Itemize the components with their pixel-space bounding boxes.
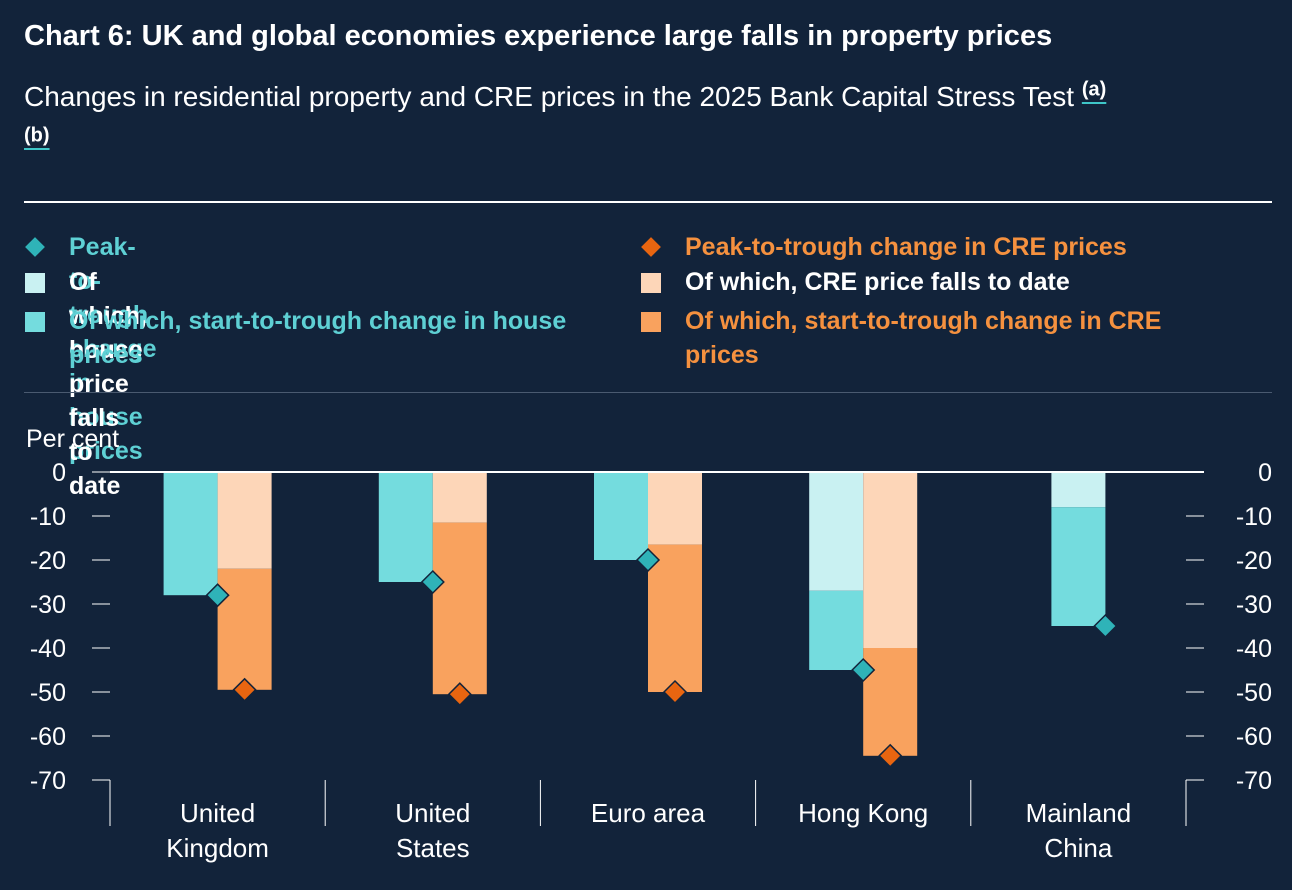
y-tick-label-right: -20 bbox=[1236, 547, 1272, 575]
legend-swatch bbox=[25, 273, 45, 293]
chart-subtitle: Changes in residential property and CRE … bbox=[24, 74, 1274, 166]
x-category-label-line: United bbox=[395, 798, 470, 828]
cre-to-date-bar bbox=[217, 472, 272, 569]
house-to-date-bar bbox=[1051, 472, 1106, 508]
y-tick-label-left: -20 bbox=[30, 547, 66, 575]
legend-rule bbox=[24, 392, 1272, 393]
footnote-a[interactable]: (a) bbox=[1082, 79, 1106, 101]
cre-start-to-trough-bar bbox=[863, 648, 918, 756]
cre-peak-marker bbox=[878, 743, 903, 768]
x-category-label: Mainland China bbox=[1026, 798, 1132, 863]
y-tick-label-left: -50 bbox=[30, 679, 66, 707]
y-tick-label-left: -30 bbox=[30, 591, 66, 619]
chart-title: Chart 6: UK and global economies experie… bbox=[24, 20, 1053, 52]
legend-swatch bbox=[641, 273, 661, 293]
x-category-label-line: Kingdom bbox=[166, 833, 269, 863]
y-tick-label-right: -50 bbox=[1236, 679, 1272, 707]
house-start-to-trough-bar bbox=[1051, 507, 1106, 626]
cre-peak-marker bbox=[232, 677, 257, 702]
cre-peak-marker bbox=[662, 679, 688, 705]
y-tick-label-left: -10 bbox=[30, 503, 66, 531]
x-category-label-line: China bbox=[1044, 833, 1112, 863]
y-tick-label-right: -40 bbox=[1236, 635, 1272, 663]
house-start-to-trough-bar bbox=[163, 472, 218, 596]
cre-start-to-trough-bar bbox=[648, 544, 702, 692]
y-tick-label-left: -70 bbox=[30, 767, 66, 795]
legend-cre-peak-label: Peak-to-trough change in CRE prices bbox=[685, 233, 1127, 261]
x-category-label-line: Hong Kong bbox=[798, 798, 928, 828]
cre-start-to-trough-bar bbox=[217, 568, 272, 690]
legend-house-start-label: Of which, start-to-trough change in hous… bbox=[69, 307, 567, 369]
house-start-to-trough-bar bbox=[594, 472, 648, 560]
y-tick-label-right: -70 bbox=[1236, 767, 1272, 795]
x-category-label: Euro area bbox=[591, 798, 706, 828]
y-tick-label-left: 0 bbox=[52, 459, 66, 487]
house-peak-marker bbox=[635, 547, 661, 573]
x-category-label: United Kingdom bbox=[166, 798, 269, 863]
legend-swatch bbox=[25, 312, 45, 332]
house-peak-marker bbox=[420, 569, 445, 595]
top-rule bbox=[24, 201, 1272, 203]
x-category-label-line: Mainland bbox=[1026, 798, 1132, 828]
subtitle-text: Changes in residential property and CRE … bbox=[24, 81, 1075, 112]
footnote-b[interactable]: (b) bbox=[24, 125, 50, 147]
footnote-b-link[interactable]: (b) bbox=[24, 124, 50, 147]
y-tick-label-left: -60 bbox=[30, 723, 66, 751]
y-tick-label-right: -10 bbox=[1236, 503, 1272, 531]
legend-cre-start-label: Of which, start-to-trough change in CRE … bbox=[685, 307, 1162, 369]
house-peak-marker bbox=[205, 583, 230, 608]
house-to-date-bar bbox=[809, 472, 864, 591]
legend-house-to-date-label: Of which, house price falls to date bbox=[69, 268, 147, 500]
cre-to-date-bar bbox=[863, 472, 918, 648]
legend-swatch bbox=[641, 312, 661, 332]
cre-to-date-bar bbox=[648, 472, 702, 545]
x-category-label: United States bbox=[395, 798, 470, 863]
legend-house-peak-label: Peak-to-trough change in house prices bbox=[69, 233, 157, 465]
cre-to-date-bar bbox=[432, 472, 487, 523]
footnote-a-link[interactable]: (a) bbox=[1081, 78, 1107, 101]
y-tick-label-left: -40 bbox=[30, 635, 66, 663]
house-start-to-trough-bar bbox=[809, 590, 864, 670]
x-category-label-line: Euro area bbox=[591, 798, 706, 828]
legend-cre-to-date-label: Of which, CRE price falls to date bbox=[685, 268, 1070, 296]
house-start-to-trough-bar bbox=[378, 472, 433, 582]
y-axis-label: Per cent bbox=[26, 425, 119, 453]
x-category-label: Hong Kong bbox=[798, 798, 928, 828]
cre-peak-marker bbox=[447, 682, 472, 707]
x-category-label-line: United bbox=[180, 798, 255, 828]
house-peak-marker bbox=[1093, 613, 1118, 639]
x-category-label-line: States bbox=[396, 833, 470, 863]
house-peak-marker bbox=[851, 657, 876, 683]
y-tick-label-right: 0 bbox=[1258, 459, 1272, 487]
y-tick-label-right: -30 bbox=[1236, 591, 1272, 619]
cre-start-to-trough-bar bbox=[432, 522, 487, 695]
y-tick-label-right: -60 bbox=[1236, 723, 1272, 751]
